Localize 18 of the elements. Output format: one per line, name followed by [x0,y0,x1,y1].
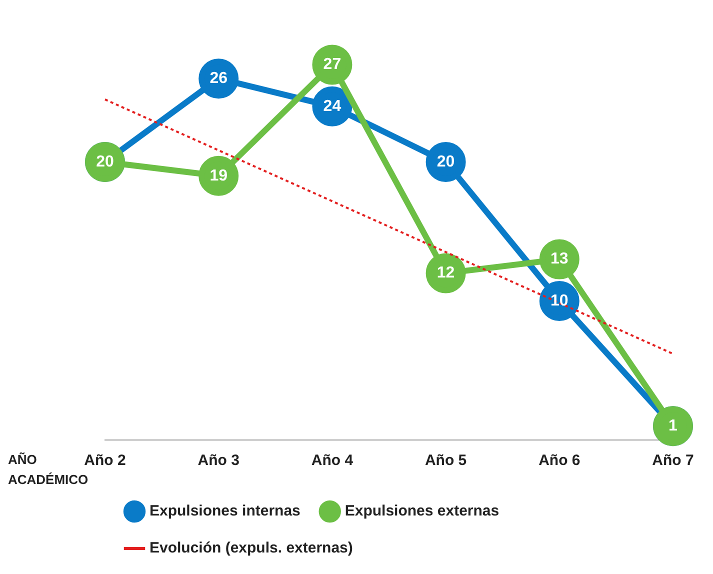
x-tick-label: Año 6 [538,452,580,470]
data-label: 24 [323,98,342,115]
data-label: 19 [210,167,228,184]
data-label: 13 [550,250,568,268]
data-label: 27 [323,56,342,74]
x-tick-label: Año 7 [652,452,694,470]
x-tick-label: Año 3 [198,452,240,470]
data-label: 26 [210,70,228,88]
legend-label: Expulsiones externas [344,502,500,520]
legend-label: Evolución (expuls. externas) [150,540,353,557]
data-label: 20 [96,153,114,170]
x-tick-label: Año 4 [311,452,354,470]
data-label: 12 [436,264,455,282]
data-label: 10 [550,292,568,310]
data-label: 1 [668,418,678,435]
x-tick-label: Año 5 [424,452,467,470]
legend-label: Expulsiones internas [150,502,300,520]
data-label: 20 [436,153,455,170]
